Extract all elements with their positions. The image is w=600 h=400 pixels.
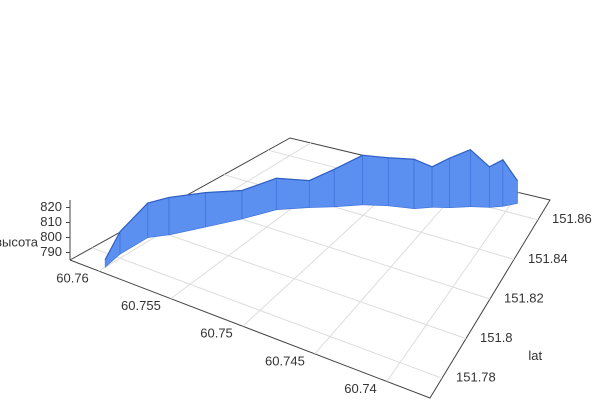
ribbon-segment [449, 149, 471, 208]
floor-outline [69, 137, 551, 399]
ribbon-segment [489, 159, 504, 208]
x-tick-label: 60.745 [265, 353, 305, 368]
y-axis-title: lat [528, 348, 542, 363]
ribbon-segment [333, 154, 363, 208]
z-tick-label: 820 [40, 199, 62, 214]
ribbon-top [104, 148, 518, 260]
x-tick-label: 60.76 [56, 270, 89, 285]
ribbon-segment [147, 197, 170, 238]
x-tick-label: 60.74 [344, 381, 377, 396]
y-tick-label: 151.86 [552, 211, 592, 226]
ribbon-segment [168, 192, 206, 236]
z-tick-label: 800 [40, 229, 62, 244]
x-tick-label: 60.75 [200, 326, 233, 341]
ribbon-segment [205, 190, 243, 228]
y-tick-label: 151.84 [528, 251, 568, 266]
x-tick-label: 60.755 [121, 298, 161, 313]
ribbon-segment [413, 158, 433, 210]
z-tick-label: 790 [40, 244, 62, 259]
z-tick-label: 810 [40, 214, 62, 229]
y-tick-label: 151.78 [456, 370, 496, 385]
grid-line [135, 222, 467, 340]
ribbon-segment [387, 157, 415, 210]
y-tick-label: 151.8 [480, 330, 513, 345]
grid-line [91, 247, 443, 379]
ribbon-segment [362, 154, 389, 207]
ribbon-segment [502, 158, 518, 207]
y-tick-label: 151.82 [504, 290, 544, 305]
ribbon-segment [119, 202, 149, 255]
z-axis-title: высота [0, 234, 39, 249]
ribbon-segment [276, 177, 310, 211]
